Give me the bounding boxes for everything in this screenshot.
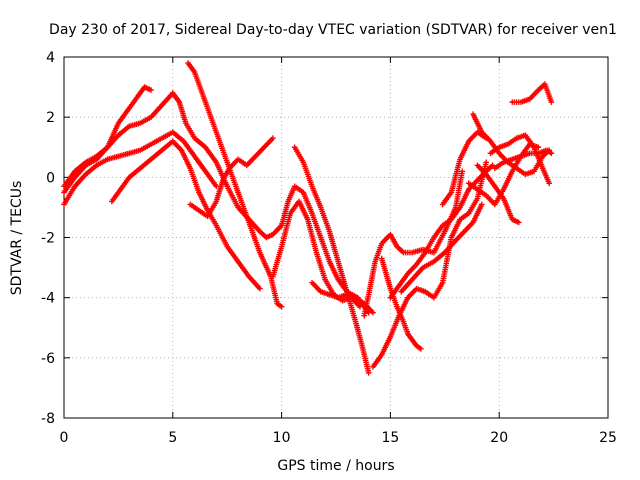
chart-title: Day 230 of 2017, Sidereal Day-to-day VTE… — [49, 22, 617, 38]
data-series-1 — [61, 84, 154, 190]
data-point — [489, 162, 496, 169]
y-tick-label: -6 — [41, 351, 55, 367]
data-point — [270, 135, 276, 142]
data-point — [278, 303, 285, 310]
data-series-5 — [109, 138, 263, 292]
data-point — [370, 309, 376, 316]
data-point — [357, 303, 363, 310]
data-point — [478, 201, 485, 208]
data-series-10 — [309, 279, 376, 316]
data-point — [548, 150, 555, 157]
x-tick-label: 25 — [599, 430, 617, 446]
data-series-7 — [278, 183, 372, 316]
data-series-14 — [370, 159, 489, 370]
y-tick-label: -2 — [41, 231, 55, 247]
x-tick-label: 15 — [381, 430, 399, 446]
data-series-16 — [439, 129, 489, 208]
data-point — [257, 285, 263, 292]
data-series-3 — [185, 60, 285, 310]
x-tick-labels: 0 5 10 15 20 25 — [60, 430, 617, 446]
data-series-15 — [398, 201, 485, 295]
y-axis-label: SDTVAR / TECUs — [9, 181, 25, 296]
x-tick-label: 10 — [273, 430, 291, 446]
data-point — [365, 370, 372, 376]
data-point — [459, 168, 466, 175]
data-series-8 — [291, 144, 372, 376]
grid-lines — [64, 57, 608, 418]
data-series-4 — [61, 129, 220, 208]
data-series-19 — [474, 162, 522, 226]
y-tick-label: 0 — [46, 170, 55, 186]
x-tick-label: 0 — [60, 430, 69, 446]
data-point — [546, 180, 553, 187]
data-point — [213, 183, 220, 190]
data-point — [515, 219, 522, 226]
data-series-22 — [509, 81, 555, 105]
y-tick-labels: -8 -6 -4 -2 0 2 4 — [41, 50, 55, 427]
y-tick-label: -8 — [41, 411, 55, 427]
data-series-11 — [361, 168, 466, 319]
x-tick-label: 5 — [168, 430, 177, 446]
x-axis-label: GPS time / hours — [277, 458, 394, 474]
data-point — [548, 99, 555, 105]
axis-ticks — [63, 56, 609, 419]
data-point — [418, 346, 424, 352]
x-tick-label: 20 — [490, 430, 508, 446]
y-tick-label: 4 — [46, 50, 55, 66]
y-tick-label: 2 — [46, 110, 55, 126]
data-point — [483, 159, 489, 166]
data-series-12 — [378, 255, 424, 352]
data-point — [148, 87, 154, 93]
y-tick-label: -4 — [41, 291, 55, 307]
data-series-6 — [187, 135, 276, 220]
data-points — [61, 60, 555, 376]
data-series-21 — [492, 147, 555, 172]
